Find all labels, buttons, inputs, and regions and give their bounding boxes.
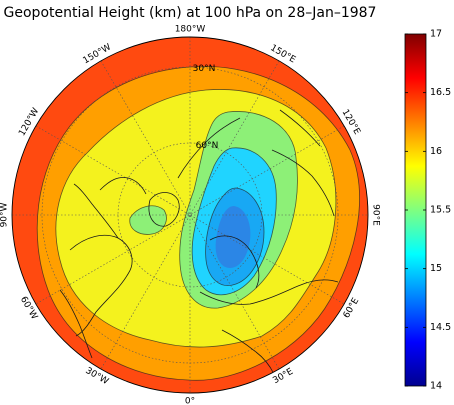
coastlines <box>59 109 339 375</box>
colorbar-tick-label: 17 <box>430 29 442 40</box>
colorbar-tick-label: 15 <box>430 263 442 274</box>
colorbar-tick-label: 14 <box>430 381 442 392</box>
colorbar-tick-label: 16.5 <box>430 87 451 98</box>
lon-label: 90°W <box>0 202 10 227</box>
figure-title: Geopotential Height (km) at 100 hPa on 2… <box>4 5 377 21</box>
colorbar-tick-label: 16 <box>430 146 442 157</box>
lon-label: 180°W <box>175 25 206 35</box>
map-boundary <box>11 36 369 394</box>
polar-map <box>12 37 368 393</box>
colorbar-ticks: 17 16.5 16 15.5 15 14.5 14 <box>405 29 451 392</box>
contour-lines <box>36 66 360 381</box>
colorbar-tick-label: 15.5 <box>430 205 451 216</box>
colorbar <box>404 33 427 387</box>
band-15-greenland <box>129 205 167 235</box>
lon-label: 0° <box>185 397 195 405</box>
lat-label-60n: 60°N <box>196 141 219 151</box>
lon-label: 90°E <box>371 204 381 226</box>
colorbar-tick-label: 14.5 <box>430 322 451 333</box>
graticule <box>12 37 368 393</box>
lat-label-30n: 30°N <box>193 64 216 74</box>
